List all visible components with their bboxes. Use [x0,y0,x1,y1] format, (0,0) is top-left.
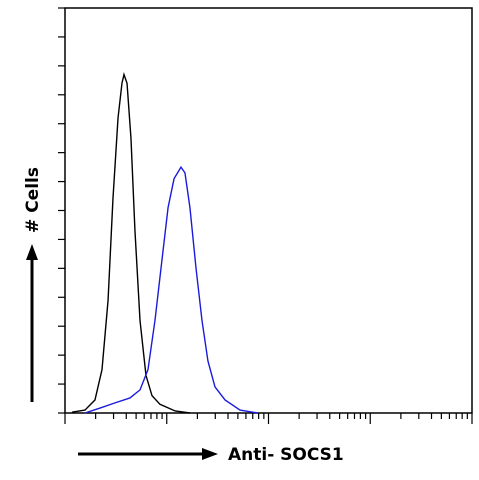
y-arrowhead [26,244,38,260]
x-arrowhead [202,448,218,460]
histogram-curve [71,72,191,414]
x-axis-label: Anti- SOCS1 [228,445,344,465]
histogram-curve [84,165,259,414]
y-axis-label: # Cells [23,167,43,233]
plot-frame [64,7,473,414]
